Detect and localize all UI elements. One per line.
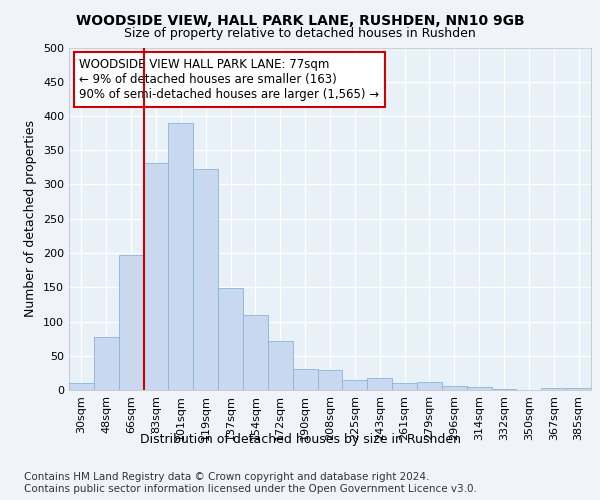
Bar xyxy=(343,380,367,390)
Bar xyxy=(94,336,119,390)
Bar xyxy=(566,388,591,390)
Bar xyxy=(541,388,566,390)
Text: Size of property relative to detached houses in Rushden: Size of property relative to detached ho… xyxy=(124,28,476,40)
Bar xyxy=(392,383,417,390)
Bar xyxy=(169,123,193,390)
Text: Contains public sector information licensed under the Open Government Licence v3: Contains public sector information licen… xyxy=(24,484,477,494)
Text: Distribution of detached houses by size in Rushden: Distribution of detached houses by size … xyxy=(139,432,461,446)
Bar xyxy=(317,370,343,390)
Bar xyxy=(367,378,392,390)
Bar xyxy=(268,340,293,390)
Bar xyxy=(119,255,143,390)
Bar xyxy=(442,386,467,390)
Text: Contains HM Land Registry data © Crown copyright and database right 2024.: Contains HM Land Registry data © Crown c… xyxy=(24,472,430,482)
Text: WOODSIDE VIEW HALL PARK LANE: 77sqm
← 9% of detached houses are smaller (163)
90: WOODSIDE VIEW HALL PARK LANE: 77sqm ← 9%… xyxy=(79,58,380,101)
Bar xyxy=(193,170,218,390)
Bar xyxy=(143,162,169,390)
Bar xyxy=(69,383,94,390)
Bar xyxy=(243,314,268,390)
Bar xyxy=(417,382,442,390)
Bar xyxy=(293,370,317,390)
Y-axis label: Number of detached properties: Number of detached properties xyxy=(25,120,37,318)
Bar xyxy=(467,386,491,390)
Text: WOODSIDE VIEW, HALL PARK LANE, RUSHDEN, NN10 9GB: WOODSIDE VIEW, HALL PARK LANE, RUSHDEN, … xyxy=(76,14,524,28)
Bar xyxy=(218,288,243,390)
